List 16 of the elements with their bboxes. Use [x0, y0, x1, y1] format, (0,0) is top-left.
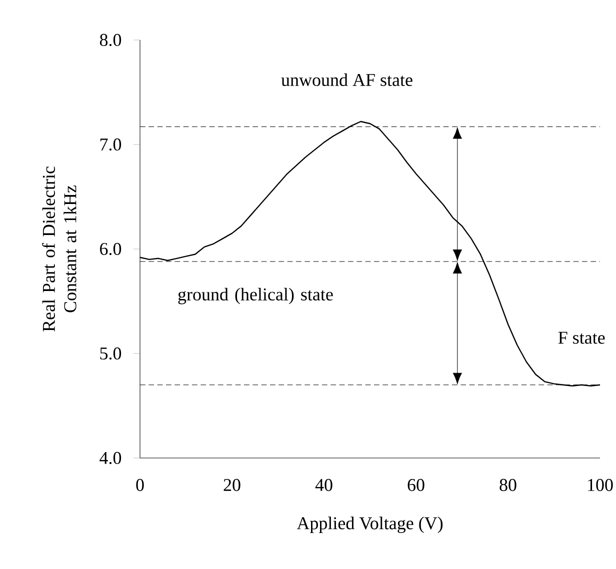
annotation: unwound AF state — [281, 73, 412, 86]
y-tick-label: 4.0 — [100, 452, 122, 464]
x-axis-title: Applied Voltage (V) — [296, 516, 443, 534]
y-tick-label: 5.0 — [100, 347, 122, 360]
y-tick-label: 6.0 — [100, 242, 122, 256]
x-tick-label: 80 — [500, 478, 516, 492]
x-tick-label: 20 — [224, 478, 240, 492]
y-tick-label: 8.0 — [100, 34, 122, 46]
x-tick-label: 100 — [588, 478, 613, 492]
x-tick-label: 40 — [315, 478, 332, 492]
annotation: F state — [558, 332, 605, 344]
annotation: ground (helical) state — [178, 288, 333, 304]
y-axis-title: Real Part of Dielectric Constant at 1kHz — [42, 166, 76, 332]
y-tick-label: 7.0 — [100, 138, 122, 151]
x-tick-label: 0 — [136, 478, 144, 492]
x-tick-label: 60 — [408, 478, 424, 492]
